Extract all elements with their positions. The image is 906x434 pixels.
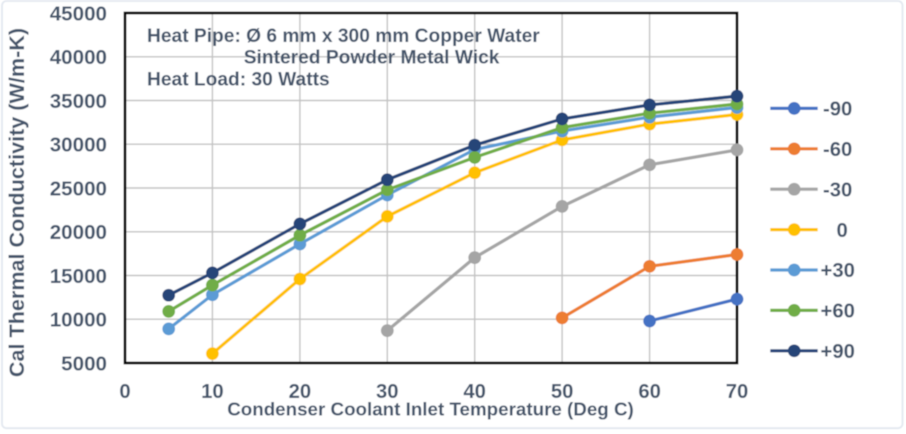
svg-text:25000: 25000 xyxy=(50,177,107,200)
svg-text:-90: -90 xyxy=(823,99,852,121)
svg-text:35000: 35000 xyxy=(50,90,107,113)
svg-text:-30: -30 xyxy=(823,179,852,201)
svg-text:10000: 10000 xyxy=(50,309,107,332)
svg-text:20: 20 xyxy=(289,381,312,403)
svg-text:30000: 30000 xyxy=(50,134,107,157)
svg-text:Heat Load: 30 Watts: Heat Load: 30 Watts xyxy=(147,70,330,91)
svg-text:Heat Pipe: Ø 6 mm x 300 mm Cop: Heat Pipe: Ø 6 mm x 300 mm Copper Water xyxy=(147,26,540,47)
svg-text:+60: +60 xyxy=(821,301,855,323)
svg-text:15000: 15000 xyxy=(50,265,107,288)
svg-text:Cal Thermal Conductivity (W/m-: Cal Thermal Conductivity (W/m-K) xyxy=(4,28,29,377)
svg-text:40: 40 xyxy=(463,381,486,403)
svg-text:Sintered Powder Metal Wick: Sintered Powder Metal Wick xyxy=(244,48,500,69)
svg-text:Condenser Coolant Inlet Temper: Condenser Coolant Inlet Temperature (Deg… xyxy=(227,399,634,420)
svg-text:70: 70 xyxy=(726,381,749,403)
svg-text:50: 50 xyxy=(551,381,574,403)
svg-text:+30: +30 xyxy=(821,260,855,282)
svg-text:20000: 20000 xyxy=(50,221,107,244)
svg-text:10: 10 xyxy=(201,381,224,403)
svg-text:40000: 40000 xyxy=(50,46,107,69)
svg-text:0: 0 xyxy=(119,381,130,403)
svg-text:30: 30 xyxy=(376,381,399,403)
svg-text:+90: +90 xyxy=(821,341,855,363)
svg-text:5000: 5000 xyxy=(61,352,107,375)
svg-text:60: 60 xyxy=(638,381,661,403)
svg-text:-60: -60 xyxy=(823,139,852,161)
svg-text:0: 0 xyxy=(837,220,848,242)
svg-text:45000: 45000 xyxy=(50,2,107,25)
